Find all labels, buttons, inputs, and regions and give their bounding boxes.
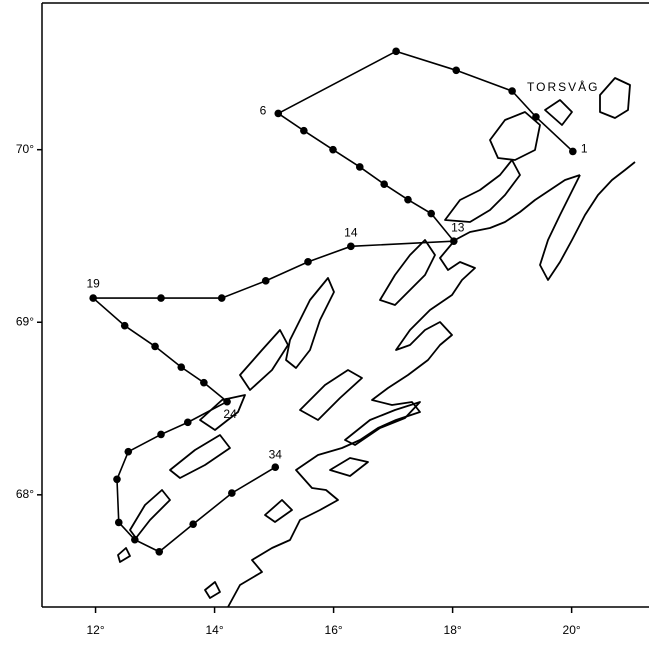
station	[120, 321, 129, 330]
station	[114, 518, 123, 527]
station	[271, 463, 280, 472]
station	[427, 209, 435, 218]
station	[450, 237, 458, 245]
x-tick-label: 14°	[206, 623, 224, 637]
station	[113, 475, 121, 484]
station	[151, 342, 159, 351]
station	[183, 418, 192, 427]
y-tick-label: 70°	[16, 142, 34, 156]
station	[228, 489, 236, 497]
station	[508, 87, 516, 95]
station	[200, 378, 208, 387]
station	[452, 66, 460, 75]
station	[347, 242, 355, 251]
station	[274, 109, 283, 118]
station	[217, 294, 226, 302]
y-tick-label: 68°	[16, 487, 34, 501]
station	[569, 147, 577, 156]
x-tick-label: 18°	[444, 623, 462, 637]
station	[124, 447, 133, 456]
station-label: 24	[223, 407, 237, 421]
station-label: 1	[581, 142, 588, 156]
station	[355, 163, 364, 171]
y-tick-label: 69°	[16, 314, 34, 328]
coastline	[117, 77, 636, 608]
station	[157, 294, 165, 302]
station	[404, 195, 412, 204]
place-label: TORSVÅG	[527, 79, 599, 94]
station-label: 34	[269, 447, 283, 461]
station	[177, 363, 186, 371]
frame	[41, 2, 649, 608]
station	[155, 547, 164, 556]
station	[131, 535, 139, 544]
station	[261, 277, 270, 285]
x-tick-label: 12°	[86, 623, 104, 637]
station	[157, 430, 165, 439]
x-tick-label: 20°	[563, 623, 581, 637]
station	[392, 47, 400, 56]
station-label: 6	[260, 104, 267, 118]
track-line	[91, 50, 574, 553]
station	[329, 145, 337, 154]
station-label: 14	[344, 225, 358, 239]
station	[380, 180, 388, 188]
station	[300, 126, 308, 135]
x-tick-label: 16°	[325, 623, 343, 637]
station	[532, 113, 540, 121]
station	[89, 294, 97, 302]
station	[189, 520, 197, 528]
station	[304, 258, 312, 266]
station	[223, 397, 231, 406]
station-label: 19	[86, 276, 100, 290]
station-label: 13	[451, 220, 465, 234]
